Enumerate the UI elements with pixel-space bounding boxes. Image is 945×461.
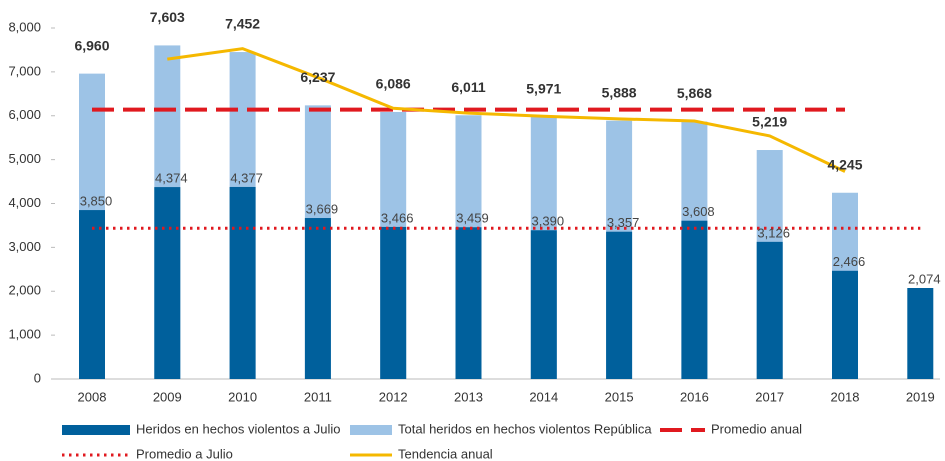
y-tick-label: 2,000 <box>8 283 41 298</box>
bar <box>154 187 181 379</box>
y-tick-label: 8,000 <box>8 19 41 34</box>
legend-label: Heridos en hechos violentos a Julio <box>136 421 341 436</box>
y-tick-label: 0 <box>34 370 41 385</box>
data-label: 5,971 <box>526 81 561 97</box>
legend-label: Promedio anual <box>711 421 802 436</box>
x-tick-label: 2017 <box>755 389 784 404</box>
bar <box>455 227 482 379</box>
x-tick-label: 2011 <box>304 389 332 404</box>
x-tick-label: 2016 <box>680 389 709 404</box>
data-label: 7,452 <box>225 16 260 32</box>
bar <box>681 220 708 379</box>
bar <box>832 270 858 379</box>
bar <box>907 288 934 379</box>
data-label: 6,237 <box>300 69 335 85</box>
x-tick-label: 2012 <box>379 389 408 404</box>
bar <box>756 241 783 379</box>
y-tick-label: 7,000 <box>8 63 41 78</box>
bar <box>380 226 407 379</box>
bar <box>606 231 633 379</box>
data-label: 4,245 <box>827 156 862 172</box>
y-tick-label: 1,000 <box>8 327 41 342</box>
data-label: 3,126 <box>757 225 790 240</box>
legend-label: Total heridos en hechos violentos Repúbl… <box>398 421 652 436</box>
data-label: 5,868 <box>677 85 712 101</box>
y-tick-label: 5,000 <box>8 151 41 166</box>
y-tick-label: 3,000 <box>8 239 41 254</box>
data-label: 3,466 <box>381 210 414 225</box>
bar <box>229 186 256 379</box>
data-label: 5,888 <box>602 84 637 100</box>
legend-label: Tendencia anual <box>398 446 493 461</box>
y-tick-label: 4,000 <box>8 195 41 210</box>
data-label: 2,074 <box>908 271 941 286</box>
bar <box>304 218 331 379</box>
x-tick-label: 2008 <box>78 389 107 404</box>
data-label: 7,603 <box>150 9 185 25</box>
data-label: 5,219 <box>752 114 787 130</box>
legend-swatch <box>62 425 130 435</box>
x-tick-label: 2015 <box>605 389 634 404</box>
data-label: 3,459 <box>456 211 489 226</box>
legend-swatch <box>350 425 392 435</box>
data-label: 3,390 <box>532 214 565 229</box>
y-tick-label: 6,000 <box>8 107 41 122</box>
data-label: 2,466 <box>833 254 866 269</box>
x-tick-label: 2018 <box>831 389 860 404</box>
x-tick-label: 2010 <box>228 389 257 404</box>
x-tick-label: 2014 <box>529 389 558 404</box>
bar <box>530 230 557 379</box>
data-label: 6,960 <box>74 37 109 53</box>
legend-label: Promedio a Julio <box>136 446 233 461</box>
data-label: 6,011 <box>451 79 485 95</box>
data-label: 4,374 <box>155 171 188 186</box>
x-tick-label: 2019 <box>906 389 935 404</box>
line-solid <box>167 47 846 173</box>
bar <box>79 210 105 379</box>
x-tick-label: 2009 <box>153 389 182 404</box>
data-label: 3,608 <box>682 204 715 219</box>
x-tick-label: 2013 <box>454 389 483 404</box>
data-label: 3,850 <box>80 194 113 209</box>
data-label: 4,377 <box>230 170 263 185</box>
data-label: 6,086 <box>376 76 411 92</box>
data-label: 3,669 <box>306 201 339 216</box>
data-label: 3,357 <box>607 215 640 230</box>
